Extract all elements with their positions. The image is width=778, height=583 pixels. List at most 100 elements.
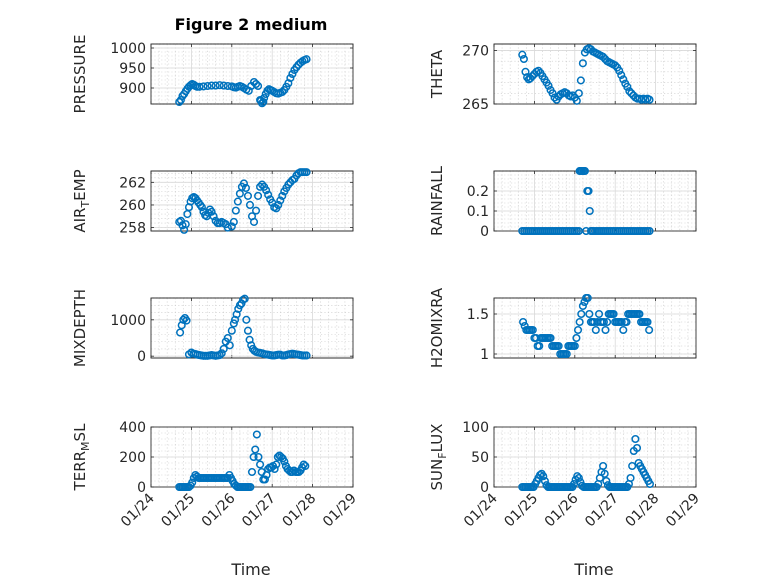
data-point: [546, 333, 555, 343]
data-point: [227, 222, 236, 231]
data-point: [240, 294, 249, 303]
x-tick-label: 01/27: [239, 491, 279, 531]
data-series: [518, 434, 654, 491]
data-point: [615, 66, 624, 75]
data-point: [249, 77, 259, 87]
data-point: [219, 81, 228, 90]
data-point: [585, 309, 594, 319]
x-tick-label: 01/28: [280, 491, 320, 531]
data-point: [575, 317, 584, 327]
x-axis-label-right: Time: [573, 560, 613, 579]
data-point: [554, 341, 563, 351]
data-point: [229, 217, 238, 226]
data-point: [256, 460, 265, 469]
data-point: [574, 89, 583, 98]
data-point: [574, 473, 583, 483]
data-point: [578, 59, 587, 68]
data-point: [627, 89, 636, 98]
data-point: [540, 476, 549, 486]
data-point: [259, 97, 268, 107]
data-point: [535, 341, 544, 351]
data-point: [631, 434, 640, 444]
data-point: [599, 317, 608, 327]
data-point: [288, 69, 297, 79]
data-point: [619, 75, 628, 84]
data-point: [518, 50, 527, 59]
data-point: [625, 87, 634, 96]
x-tick-label: 01/24: [118, 490, 158, 530]
data-point: [284, 180, 293, 189]
y-tick-label: 1.5: [467, 307, 489, 323]
data-point: [603, 317, 612, 327]
axes-border: [150, 297, 354, 359]
y-tick-label: 0: [137, 480, 146, 496]
data-point: [181, 220, 190, 229]
data-point: [599, 52, 608, 61]
data-point: [207, 207, 216, 216]
y-tick-label: 1000: [110, 313, 146, 329]
data-point: [580, 167, 589, 176]
data-point: [242, 315, 251, 324]
data-point: [260, 93, 269, 103]
data-point: [576, 76, 585, 85]
data-point: [521, 67, 530, 76]
data-point: [254, 191, 263, 200]
data-point: [241, 183, 250, 193]
x-tick-label: 01/28: [623, 491, 663, 531]
data-point: [256, 182, 265, 191]
x-tick-label: 01/26: [542, 490, 582, 530]
data-point: [632, 443, 642, 453]
data-point: [584, 186, 593, 196]
y-tick-label: 258: [119, 221, 146, 237]
data-point: [225, 341, 234, 350]
data-series: [175, 168, 311, 234]
data-point: [199, 82, 208, 91]
data-point: [622, 317, 631, 327]
data-point: [243, 326, 253, 335]
subplot-8: 01/24 01/25 01/26 01/27 01/28 01/29 0 50 100 SUNF…: [428, 420, 703, 530]
data-point: [583, 294, 592, 303]
data-point: [246, 482, 255, 491]
y-tick-label: 100: [462, 420, 489, 436]
data-point: [195, 82, 204, 91]
data-point: [645, 325, 654, 335]
data-point: [617, 317, 626, 327]
data-point: [247, 467, 257, 477]
y-axis-label: THETA: [428, 49, 446, 99]
data-point: [572, 96, 581, 105]
data-point: [264, 190, 273, 199]
data-point: [175, 97, 184, 107]
subplot-7: 01/24 01/25 01/26 01/27 01/28 01/29 0 200 400 TER…: [71, 420, 360, 530]
data-point: [274, 200, 283, 210]
data-point: [249, 452, 258, 462]
data-point: [273, 452, 282, 462]
data-point: [645, 479, 654, 489]
data-point: [573, 325, 583, 335]
data-point: [188, 478, 197, 487]
data-point: [231, 206, 240, 215]
data-point: [577, 309, 586, 319]
data-point: [215, 81, 224, 90]
axes-border: [493, 43, 697, 105]
data-point: [227, 326, 236, 335]
data-point: [626, 473, 635, 483]
data-point: [254, 81, 263, 91]
axes-border: [150, 43, 354, 105]
data-point: [539, 472, 548, 481]
y-axis-label: SUNFLUX: [428, 424, 449, 491]
y-tick-label: 0: [480, 480, 489, 496]
data-point: [245, 200, 255, 210]
data-point: [528, 72, 537, 81]
data-point: [176, 95, 185, 105]
data-series: [175, 55, 311, 108]
subplot-3: 258 260 262 AIRTEMP: [71, 168, 354, 237]
data-point: [599, 461, 608, 471]
subplot-6: 1 1.5 H2OMIXRA: [428, 287, 697, 368]
data-point: [619, 325, 628, 335]
data-point: [645, 226, 654, 235]
data-point: [286, 73, 295, 83]
data-point: [600, 469, 609, 478]
x-tick-label: 01/25: [158, 491, 198, 531]
data-point: [609, 309, 618, 319]
